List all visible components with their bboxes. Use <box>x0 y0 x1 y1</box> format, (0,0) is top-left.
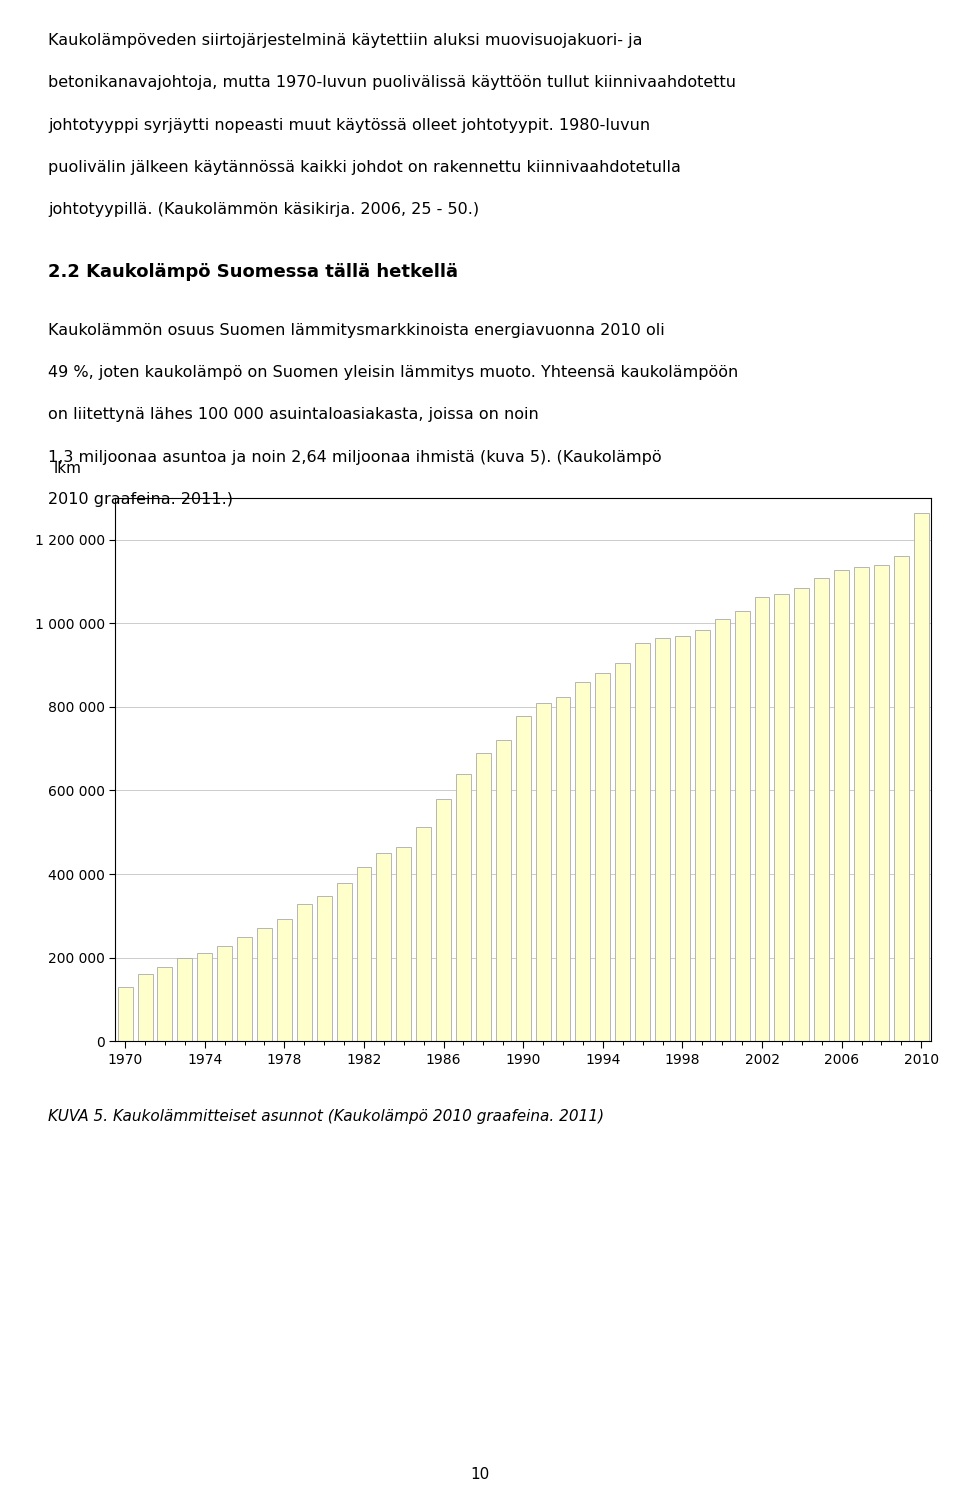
Bar <box>396 848 411 1041</box>
Text: 1,3 miljoonaa asuntoa ja noin 2,64 miljoonaa ihmistä (kuva 5). (Kaukolämpö: 1,3 miljoonaa asuntoa ja noin 2,64 miljo… <box>48 450 661 465</box>
Text: KUVA 5. Kaukolämmitteiset asunnot (Kaukolämpö 2010 graafeina. 2011): KUVA 5. Kaukolämmitteiset asunnot (Kauko… <box>48 1109 604 1124</box>
Bar <box>436 798 451 1041</box>
Bar <box>317 896 331 1041</box>
Bar <box>476 753 491 1041</box>
Bar <box>456 774 471 1041</box>
Text: Kaukolämpöveden siirtojärjestelminä käytettiin aluksi muovisuojakuori- ja: Kaukolämpöveden siirtojärjestelminä käyt… <box>48 33 642 48</box>
Text: puolivälin jälkeen käytännössä kaikki johdot on rakennettu kiinnivaahdotetulla: puolivälin jälkeen käytännössä kaikki jo… <box>48 160 681 175</box>
Bar <box>874 564 889 1041</box>
Bar <box>217 946 232 1041</box>
Bar <box>814 578 829 1041</box>
Bar <box>495 741 511 1041</box>
Bar <box>118 987 132 1041</box>
Bar <box>178 958 192 1041</box>
Bar <box>157 967 173 1041</box>
Bar <box>556 697 570 1041</box>
Text: Kaukolämmön osuus Suomen lämmitysmarkkinoista energiavuonna 2010 oli: Kaukolämmön osuus Suomen lämmitysmarkkin… <box>48 323 664 338</box>
Bar <box>914 513 928 1041</box>
Bar <box>834 570 849 1041</box>
Bar <box>417 827 431 1041</box>
Text: 2.2 Kaukolämpö Suomessa tällä hetkellä: 2.2 Kaukolämpö Suomessa tällä hetkellä <box>48 263 458 281</box>
Bar <box>595 673 611 1041</box>
Bar <box>775 595 789 1041</box>
Bar <box>536 703 551 1041</box>
Bar <box>356 866 372 1041</box>
Bar <box>894 557 909 1041</box>
Bar <box>376 853 392 1041</box>
Bar <box>794 589 809 1041</box>
Bar <box>655 638 670 1041</box>
Bar <box>615 662 630 1041</box>
Bar <box>257 928 272 1041</box>
Text: 2010 graafeina. 2011.): 2010 graafeina. 2011.) <box>48 492 233 507</box>
Bar <box>695 629 709 1041</box>
Text: betonikanavajohtoja, mutta 1970-luvun puolivälissä käyttöön tullut kiinnivaahdot: betonikanavajohtoja, mutta 1970-luvun pu… <box>48 75 736 91</box>
Text: johtotyypillä. (Kaukolämmön käsikirja. 2006, 25 - 50.): johtotyypillä. (Kaukolämmön käsikirja. 2… <box>48 202 479 217</box>
Bar <box>276 919 292 1041</box>
Bar <box>297 904 312 1041</box>
Text: 49 %, joten kaukolämpö on Suomen yleisin lämmitys muoto. Yhteensä kaukolämpöön: 49 %, joten kaukolämpö on Suomen yleisin… <box>48 365 738 380</box>
Text: on liitettynä lähes 100 000 asuintaloasiakasta, joissa on noin: on liitettynä lähes 100 000 asuintaloasi… <box>48 407 539 423</box>
Bar <box>137 973 153 1041</box>
Bar <box>516 717 531 1041</box>
Text: 10: 10 <box>470 1467 490 1482</box>
Bar <box>715 619 730 1041</box>
Text: johtotyyppi syrjäytti nopeasti muut käytössä olleet johtotyypit. 1980-luvun: johtotyyppi syrjäytti nopeasti muut käyt… <box>48 118 650 133</box>
Bar <box>237 937 252 1041</box>
Bar <box>198 952 212 1041</box>
Bar <box>575 682 590 1041</box>
Bar <box>854 567 869 1041</box>
Bar <box>636 643 650 1041</box>
Bar <box>755 596 770 1041</box>
Text: lkm: lkm <box>54 462 82 477</box>
Bar <box>675 635 690 1041</box>
Bar <box>734 611 750 1041</box>
Bar <box>337 883 351 1041</box>
